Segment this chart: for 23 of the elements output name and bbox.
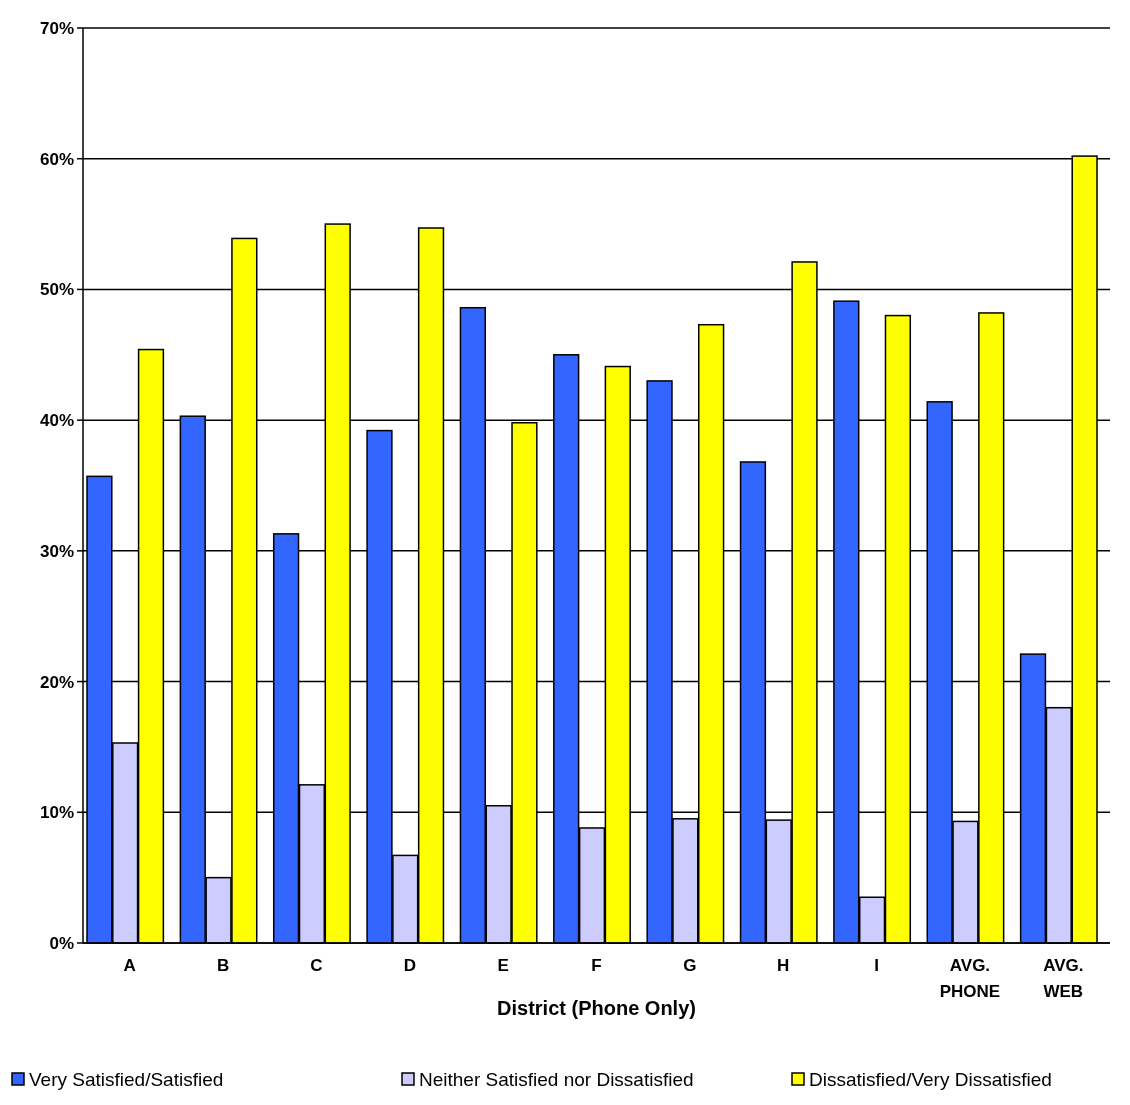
y-tick-label: 60% bbox=[39, 149, 74, 169]
y-tick-label: 70% bbox=[39, 18, 74, 38]
legend-label: Dissatisfied/Very Dissatisfied bbox=[809, 1068, 1052, 1090]
y-tick-label: 0% bbox=[49, 933, 74, 953]
x-tick-label: A bbox=[123, 956, 136, 975]
x-tick-label: AVG. WEB bbox=[1043, 956, 1084, 1001]
y-tick-label: 50% bbox=[39, 280, 74, 300]
y-tick-label: 10% bbox=[39, 803, 74, 823]
legend-label: Very Satisfied/Satisfied bbox=[29, 1068, 224, 1090]
y-tick-label: 40% bbox=[39, 411, 74, 431]
x-tick-label: C bbox=[310, 956, 323, 975]
y-tick-label: 30% bbox=[39, 541, 74, 561]
legend-label: Neither Satisfied nor Dissatisfied bbox=[419, 1068, 694, 1090]
x-tick-label: F bbox=[591, 956, 602, 975]
x-tick-label: E bbox=[497, 956, 509, 975]
x-tick-label: D bbox=[403, 956, 416, 975]
x-tick-label: I bbox=[874, 956, 879, 975]
x-tick-label: B bbox=[216, 956, 230, 975]
x-tick-label: H bbox=[777, 956, 790, 975]
y-tick-label: 20% bbox=[39, 672, 74, 692]
x-axis-title: District (Phone Only) bbox=[497, 997, 696, 1019]
x-tick-label: AVG. PHONE bbox=[939, 956, 1001, 1001]
x-tick-label: G bbox=[683, 956, 697, 975]
